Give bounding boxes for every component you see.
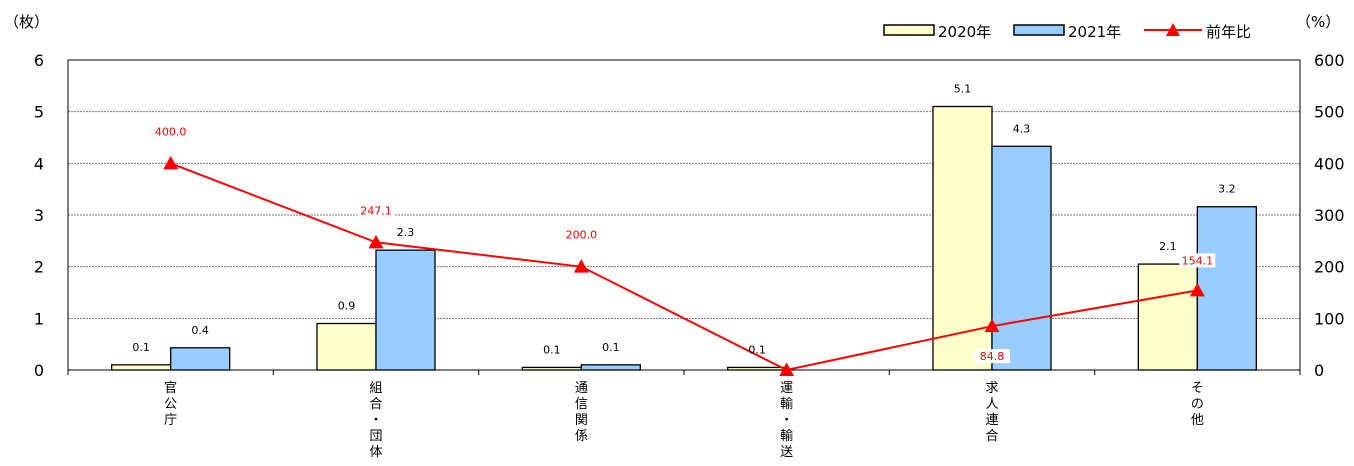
axes-group: 0 1 2 3 4 5 6 0 100 200 300 400 500 600 官公庁 組合・団体 通信関係 運輸…: [4, 13, 1345, 460]
ratio-label-bg: [563, 227, 600, 242]
ratio-marker: [779, 362, 795, 376]
bar-2020: [316, 322, 377, 371]
legend-label: 2020年: [938, 23, 991, 41]
bar-value-label: 2.3: [397, 226, 415, 239]
bar-2020: [521, 366, 582, 371]
y-left-tick-label: 0: [34, 361, 44, 380]
bar-value-label: 5.1: [954, 83, 972, 96]
bar-value-label: 3.2: [1218, 183, 1236, 196]
ratio-line-group: [163, 155, 1205, 376]
bar-2020: [111, 364, 172, 371]
legend: 2020年 2021年 前年比: [883, 23, 1251, 41]
y-left-tick-label: 3: [34, 206, 44, 225]
ratio-marker: [984, 318, 1000, 333]
bar-2021: [991, 145, 1052, 371]
category-label: 組合・団体: [369, 381, 382, 460]
legend-label: 2021年: [1068, 23, 1121, 41]
bar-2020: [932, 105, 993, 371]
y-left-tick-label: 1: [34, 309, 44, 328]
y-right-unit-label: （%）: [1296, 13, 1340, 31]
category-label: その他: [1191, 381, 1204, 428]
bar-value-label: 0.1: [132, 341, 150, 354]
ratio-line: [170, 162, 1198, 372]
y-left-tick-label: 5: [34, 103, 44, 122]
y-right-tick-label: 400: [1314, 154, 1345, 173]
bar-2020: [727, 366, 788, 371]
ratio-marker: [1189, 282, 1205, 297]
bar-2021: [170, 347, 231, 371]
legend-label: 前年比: [1206, 23, 1251, 41]
bar-value-label: 0.1: [543, 343, 561, 356]
ratio-marker: [368, 234, 384, 249]
bar-value-label: 2.1: [1159, 240, 1177, 253]
category-label: 求人連合: [985, 381, 998, 444]
bars-group: [111, 105, 1257, 371]
ratio-value-label: 84.8: [980, 350, 1005, 363]
bar-2020: [1137, 263, 1198, 371]
legend-swatch-2020: [883, 24, 935, 36]
legend-triangle-icon: [1166, 23, 1180, 36]
ratio-label-bg: [1179, 253, 1216, 268]
bar-2021: [1196, 206, 1257, 371]
category-label: 官公庁: [164, 380, 177, 428]
y-right-tick-label: 500: [1314, 103, 1345, 122]
bar-value-label: 0.4: [191, 324, 209, 337]
ratio-label-bg: [974, 349, 1010, 364]
category-label: 通信関係: [575, 381, 588, 444]
y-left-tick-label: 2: [34, 258, 44, 277]
bar-2021: [375, 249, 436, 371]
legend-swatch-2021: [1013, 24, 1065, 36]
ratio-value-label: 247.1: [360, 204, 392, 217]
y-right-tick-label: 100: [1314, 309, 1345, 328]
y-left-tick-label: 6: [34, 51, 44, 70]
ratio-value-label: 200.0: [566, 229, 598, 242]
category-label: 運輸・輸送: [780, 381, 793, 460]
bar-value-label: 0.9: [338, 300, 356, 313]
y-right-tick-label: 600: [1314, 51, 1345, 70]
ratio-value-label: 154.1: [1182, 254, 1214, 267]
gridlines: [68, 111, 1300, 319]
bar-value-label: 4.3: [1013, 122, 1031, 135]
ratio-label-bg: [152, 124, 189, 139]
bar-value-label: 0.1: [602, 341, 620, 354]
ratio-marker: [573, 259, 589, 273]
ratio-value-label: 400.0: [155, 125, 187, 138]
y-right-tick-label: 200: [1314, 258, 1345, 277]
bar-2021: [580, 364, 641, 371]
y-left-unit-label: （枚）: [4, 13, 49, 31]
y-right-tick-label: 300: [1314, 206, 1345, 225]
bar-value-label: 0.1: [748, 343, 766, 356]
y-left-tick-label: 4: [34, 154, 44, 173]
y-right-tick-label: 0: [1314, 361, 1324, 380]
ratio-marker: [163, 155, 179, 170]
data-labels-group: 0.1 0.4 0.9 2.3 0.1 0.1 0.1 5.1 4.3 2.1 3.2 400.0 24…: [132, 83, 1236, 364]
ratio-label-bg: [358, 203, 394, 218]
